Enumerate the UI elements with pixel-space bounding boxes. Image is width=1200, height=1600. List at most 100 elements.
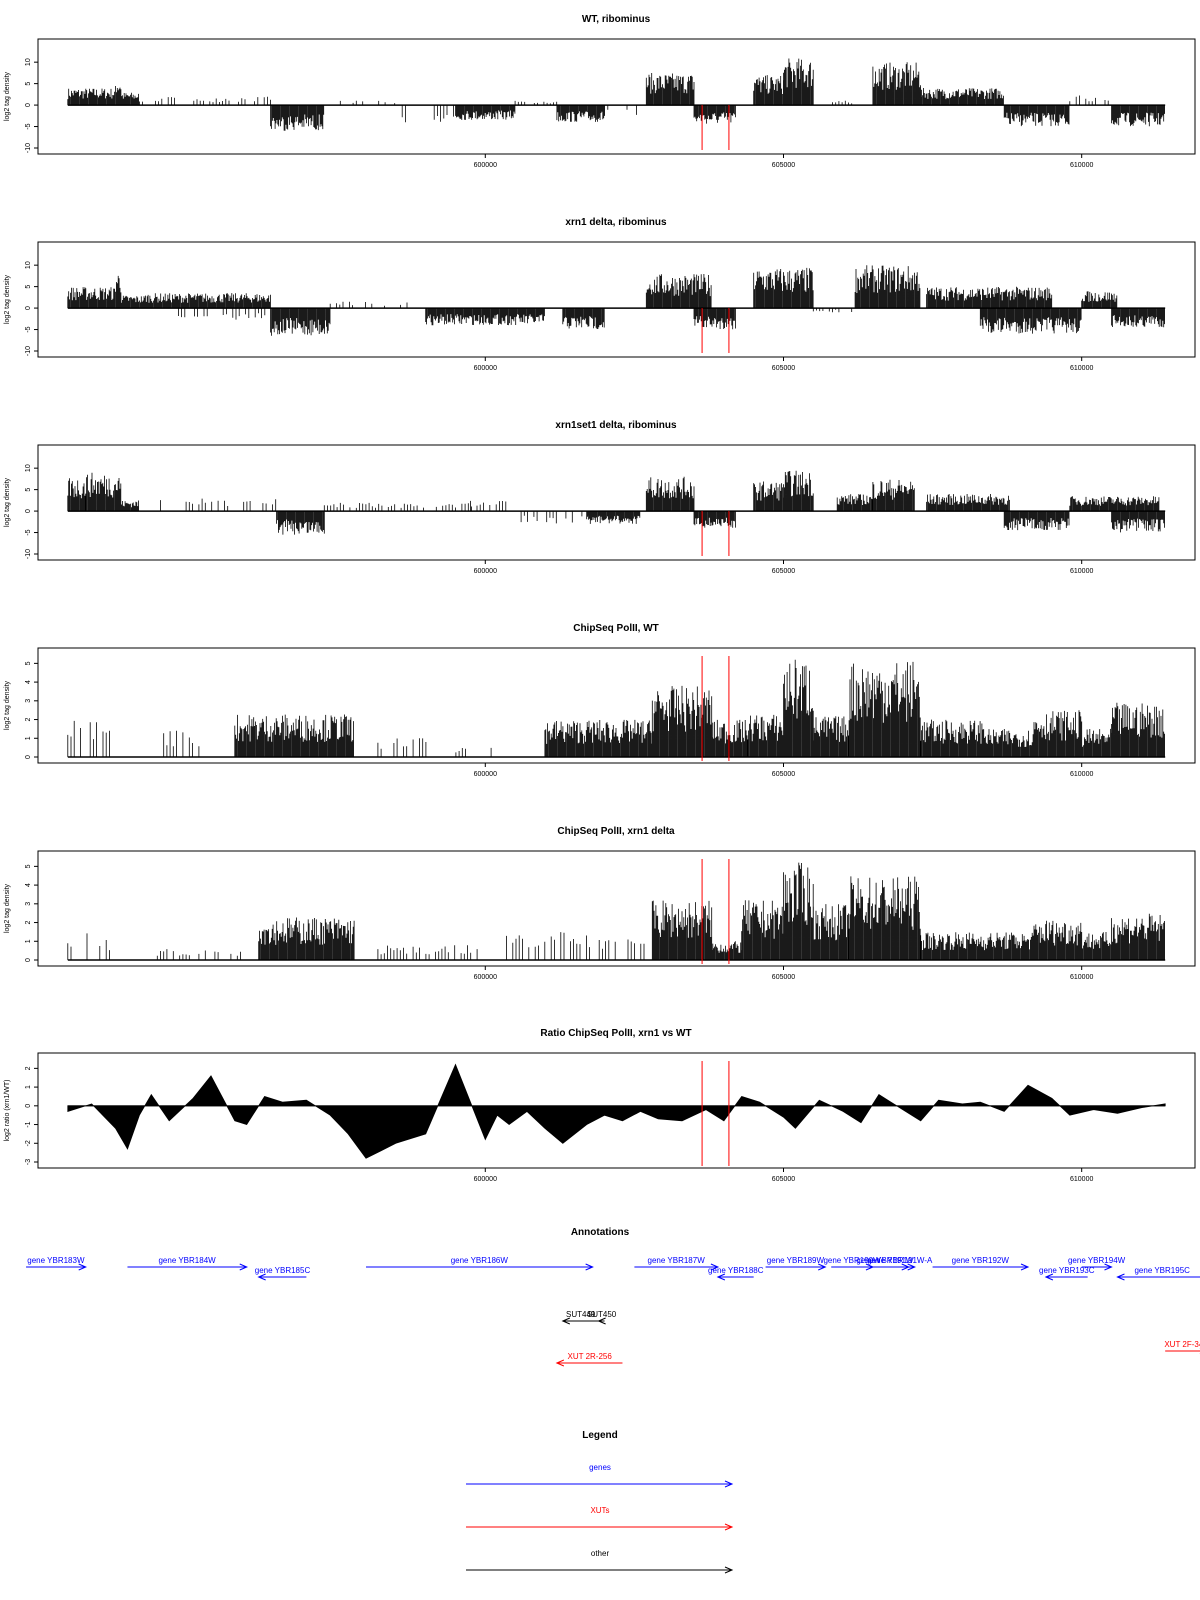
panel-title: ChipSeq PolII, xrn1 delta bbox=[557, 826, 675, 837]
gene-annotation-arrowhead bbox=[239, 1263, 249, 1271]
gene-annotation-arrowhead bbox=[1044, 1273, 1054, 1281]
gene-annotation-label: gene YBR195C bbox=[1134, 1266, 1190, 1275]
y-axis-label: log2 tag density bbox=[4, 274, 11, 324]
y-tick-label: -10 bbox=[25, 346, 32, 356]
sut-annotation: SUT450 bbox=[587, 1310, 617, 1325]
gene-annotation-label: gene YBR188C bbox=[708, 1266, 764, 1275]
y-tick-label: -1 bbox=[25, 1121, 32, 1127]
gene-annotation-label: gene YBR191W-A bbox=[867, 1256, 933, 1265]
bar-series bbox=[67, 659, 1165, 757]
x-tick-label: 610000 bbox=[1070, 771, 1093, 778]
x-tick-label: 605000 bbox=[772, 162, 795, 169]
y-tick-label: 5 bbox=[25, 285, 32, 289]
legend-label-xuts: XUTs bbox=[590, 1506, 609, 1515]
y-tick-label: 0 bbox=[25, 1104, 32, 1108]
xut-annotation-label: XUT 2F-346 bbox=[1164, 1340, 1200, 1349]
y-tick-label: -2 bbox=[25, 1140, 32, 1146]
bar-series bbox=[67, 862, 1165, 960]
x-tick-label: 610000 bbox=[1070, 1176, 1093, 1183]
gene-annotation-label: gene YBR183W bbox=[27, 1256, 85, 1265]
bar-marks bbox=[67, 659, 1165, 757]
track-panel: ChipSeq PolII, WT 0 1 2 3 4 5 log2 tag density 6… bbox=[4, 623, 1196, 778]
y-tick-label: 3 bbox=[25, 699, 32, 703]
gene-annotation: gene YBR195C bbox=[1116, 1266, 1200, 1281]
gene-annotation: gene YBR187W bbox=[634, 1256, 720, 1271]
gene-annotation-label: gene YBR189W bbox=[767, 1256, 825, 1265]
y-tick-label: 1 bbox=[25, 939, 32, 943]
legend: Legend genes XUTs other bbox=[466, 1430, 734, 1574]
y-tick-label: 2 bbox=[25, 717, 32, 721]
x-tick-label: 610000 bbox=[1070, 365, 1093, 372]
gene-annotation-arrowhead bbox=[1116, 1273, 1125, 1281]
gene-annotation: gene YBR191W-A bbox=[867, 1256, 933, 1271]
gene-annotation-label: gene YBR186W bbox=[451, 1256, 509, 1265]
y-tick-label: 5 bbox=[25, 864, 32, 868]
sut-annotation: SUT449 bbox=[561, 1310, 599, 1325]
legend-arrowhead-xuts bbox=[724, 1523, 734, 1531]
annotation-track: Annotations gene YBR183W gene YBR184Wgene… bbox=[26, 1227, 1200, 1367]
y-axis-label: log2 tag density bbox=[4, 71, 11, 121]
ratio-area bbox=[67, 1063, 1166, 1159]
gene-annotation-label: gene YBR192W bbox=[952, 1256, 1010, 1265]
y-tick-label: -5 bbox=[25, 123, 32, 129]
sut-annotation-label: SUT450 bbox=[587, 1310, 617, 1319]
xut-annotation: XUT 2R-256 bbox=[555, 1352, 623, 1367]
gene-annotation: gene YBR194W bbox=[1068, 1256, 1126, 1271]
x-tick-label: 600000 bbox=[474, 162, 497, 169]
legend-title: Legend bbox=[582, 1430, 618, 1441]
y-tick-label: 1 bbox=[25, 1085, 32, 1089]
xut-annotations: XUT 2R-256 XUT 2F-346 bbox=[555, 1340, 1200, 1367]
bar-series bbox=[67, 265, 1165, 336]
gene-annotation-label: gene YBR185C bbox=[255, 1266, 311, 1275]
y-tick-label: 0 bbox=[25, 306, 32, 310]
y-tick-label: -5 bbox=[25, 529, 32, 535]
y-axis-label: log2 tag density bbox=[4, 477, 11, 527]
gene-annotations: gene YBR183W gene YBR184W gene YBR185C gene… bbox=[26, 1256, 1200, 1281]
x-tick-label: 610000 bbox=[1070, 568, 1093, 575]
gene-annotation-arrowhead bbox=[710, 1263, 720, 1271]
annotations-title: Annotations bbox=[571, 1227, 630, 1238]
x-tick-label: 605000 bbox=[772, 365, 795, 372]
legend-label-genes: genes bbox=[589, 1463, 611, 1472]
y-tick-label: -10 bbox=[25, 143, 32, 153]
gene-annotation-arrowhead bbox=[257, 1273, 266, 1281]
gene-annotation: gene YBR183W bbox=[26, 1256, 87, 1271]
y-tick-label: -3 bbox=[25, 1159, 32, 1165]
y-tick-label: 0 bbox=[25, 958, 32, 962]
y-tick-label: -5 bbox=[25, 326, 32, 332]
gene-annotation: gene YBR186W bbox=[366, 1256, 594, 1271]
y-tick-label: 2 bbox=[25, 1066, 32, 1070]
bar-marks bbox=[67, 862, 1165, 960]
y-tick-label: 10 bbox=[25, 464, 32, 472]
gene-annotation: gene YBR185C bbox=[255, 1266, 311, 1281]
y-tick-label: 5 bbox=[25, 661, 32, 665]
legend-entry-genes: genes bbox=[466, 1463, 734, 1488]
y-tick-label: 1 bbox=[25, 736, 32, 740]
plot-frame bbox=[37, 1052, 1196, 1169]
plot-frame bbox=[37, 444, 1196, 561]
track-panel: ChipSeq PolII, xrn1 delta 0 1 2 3 4 5 log2 tag … bbox=[4, 826, 1196, 981]
legend-label-other: other bbox=[591, 1549, 610, 1558]
x-tick-label: 600000 bbox=[474, 1176, 497, 1183]
plot-frame bbox=[37, 850, 1196, 967]
track-panel: WT, ribominus -10 -5 0 5 10 log2 tag density 60… bbox=[4, 14, 1196, 169]
gene-annotation-label: gene YBR190W bbox=[823, 1256, 881, 1265]
y-tick-label: 0 bbox=[25, 103, 32, 107]
y-tick-label: 10 bbox=[25, 261, 32, 269]
gene-annotation-arrowhead bbox=[818, 1263, 827, 1271]
gene-annotation: gene YBR184W bbox=[127, 1256, 249, 1271]
xut-annotation-arrowhead bbox=[555, 1359, 565, 1367]
gene-annotation-arrowhead bbox=[1104, 1263, 1113, 1271]
y-tick-label: -10 bbox=[25, 549, 32, 559]
legend-entry-xuts: XUTs bbox=[466, 1506, 734, 1531]
x-tick-label: 605000 bbox=[772, 771, 795, 778]
panel-title: WT, ribominus bbox=[582, 14, 651, 25]
xut-annotation-label: XUT 2R-256 bbox=[567, 1352, 612, 1361]
gene-annotation-arrowhead bbox=[907, 1263, 916, 1271]
gene-annotation-arrowhead bbox=[78, 1263, 87, 1271]
legend-arrowhead-other bbox=[724, 1566, 734, 1574]
panel-title: Ratio ChipSeq PolII, xrn1 vs WT bbox=[540, 1028, 691, 1039]
y-axis-label: log2 tag density bbox=[4, 680, 11, 730]
y-tick-label: 10 bbox=[25, 58, 32, 66]
